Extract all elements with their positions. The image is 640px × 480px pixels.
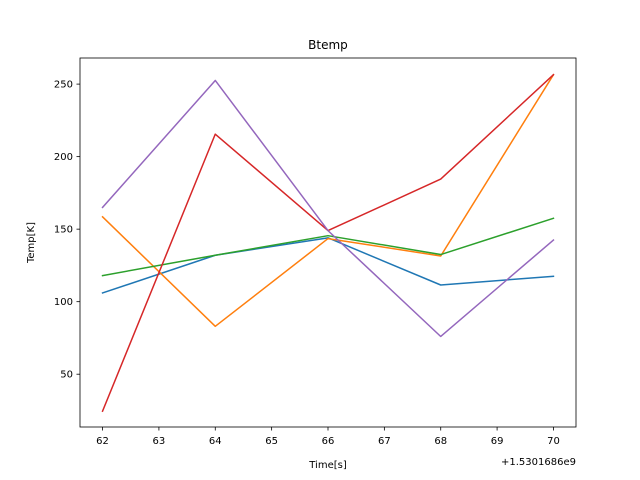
x-tick-label: 63: [153, 436, 166, 447]
series-line-2: [101, 73, 555, 328]
series-line-3: [101, 217, 555, 277]
x-axis-label: Time[s]: [308, 460, 347, 471]
x-axis-offset-label: +1.5301686e9: [501, 457, 576, 468]
y-tick-label: 50: [60, 370, 73, 381]
y-tick-label: 150: [54, 225, 73, 236]
x-tick-label: 62: [96, 436, 109, 447]
x-tick-label: 69: [491, 436, 504, 447]
series-line-5: [101, 79, 555, 338]
x-tick-label: 70: [547, 436, 560, 447]
x-tick-label: 64: [209, 436, 222, 447]
y-tick-label: 200: [54, 152, 73, 163]
y-tick-label: 250: [54, 80, 73, 91]
y-axis-label: Temp[K]: [26, 222, 37, 264]
x-axis-ticks: 62 63 64 65 66 67 68 69 70: [96, 427, 560, 447]
series-layer: [101, 73, 555, 413]
chart-title: Btemp: [308, 38, 348, 52]
x-tick-label: 66: [322, 436, 335, 447]
x-tick-label: 65: [265, 436, 278, 447]
y-axis-ticks: 50 100 150 200 250: [54, 80, 80, 381]
x-tick-label: 67: [378, 436, 391, 447]
x-tick-label: 68: [434, 436, 447, 447]
plot-area: [80, 58, 576, 427]
y-tick-label: 100: [54, 297, 73, 308]
